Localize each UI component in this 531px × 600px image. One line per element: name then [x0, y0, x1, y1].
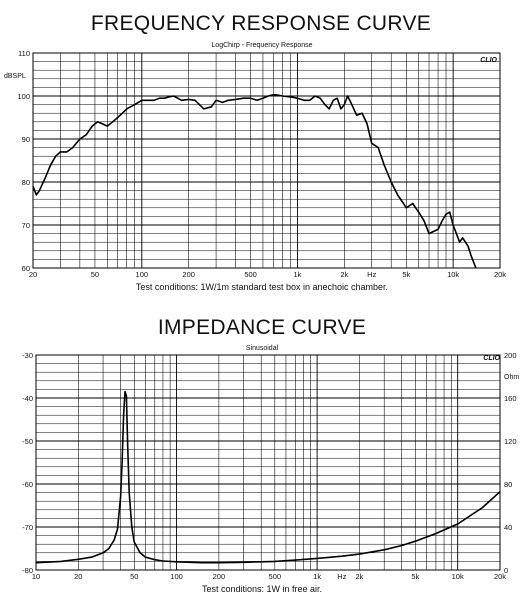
y-axis-label: dBSPL — [4, 73, 26, 80]
x-tick-label: 100 — [136, 270, 149, 279]
y-tick-label: 90 — [22, 135, 30, 144]
chart-title: FREQUENCY RESPONSE CURVE — [91, 12, 431, 35]
series-group — [35, 390, 501, 564]
x-tick-label: 1k — [294, 270, 302, 279]
plot-grid — [33, 53, 500, 268]
test-conditions-caption: Test conditions: 1W/1m standard test box… — [136, 282, 388, 292]
y-tick-label: -30 — [22, 351, 33, 360]
data-series-line — [35, 390, 501, 564]
plot-frame — [32, 52, 501, 269]
y-right-tick-label: 160 — [504, 394, 517, 403]
axis-ticks: 20 50 100 200 500 1k 2k Hz 5k 10k 20k 60 70 80 90 100 11… — [17, 49, 506, 279]
x-tick-label: 500 — [244, 270, 257, 279]
y-tick-label: -50 — [22, 437, 33, 446]
clio-brand-mark: CLIO — [480, 57, 497, 64]
y-tick-label: -40 — [22, 394, 33, 403]
x-tick-label: 2k — [340, 270, 348, 279]
x-tick-label: Hz — [367, 270, 376, 279]
y-tick-label: -70 — [22, 523, 33, 532]
x-tick-label: 20 — [29, 270, 37, 279]
y-tick-label: 110 — [18, 49, 30, 58]
data-series-line — [32, 93, 477, 269]
x-tick-label: 50 — [130, 572, 138, 581]
y-right-tick-label: 40 — [504, 523, 512, 532]
y-tick-label: 80 — [22, 178, 30, 187]
x-tick-label: 10k — [452, 572, 464, 581]
chart-title: IMPEDANCE CURVE — [158, 316, 366, 339]
axis-ticks: 10 20 50 100 200 500 1k Hz 2k 5k 10k 20k -30 -40 -50 -6… — [22, 351, 516, 581]
plot-frame — [35, 354, 501, 571]
x-tick-label: 10k — [447, 270, 459, 279]
x-tick-label: 20k — [494, 572, 506, 581]
y-right-tick-label: 80 — [504, 480, 512, 489]
x-tick-label: 5k — [402, 270, 410, 279]
x-tick-label: 5k — [411, 572, 419, 581]
y-tick-label: 100 — [17, 92, 30, 101]
y-tick-label: -80 — [22, 566, 33, 575]
x-tick-label: 2k — [355, 572, 363, 581]
x-tick-label: 50 — [91, 270, 99, 279]
series-group — [32, 93, 477, 269]
y-tick-label: 70 — [22, 221, 30, 230]
x-tick-label: 200 — [213, 572, 226, 581]
y-right-tick-label: 120 — [504, 437, 517, 446]
y-tick-label: -60 — [22, 480, 33, 489]
plot-grid — [36, 355, 500, 570]
x-tick-label: 1k — [313, 572, 321, 581]
y-tick-label: 60 — [22, 264, 30, 273]
x-tick-label: 20k — [494, 270, 506, 279]
clio-brand-mark: CLIO — [483, 355, 500, 362]
test-conditions-caption: Test conditions: 1W in free air. — [202, 584, 322, 594]
frequency-response-chart: FREQUENCY RESPONSE CURVE LogChirp - Freq… — [4, 12, 506, 292]
x-tick-label: 200 — [182, 270, 195, 279]
right-axis-unit: Ohm — [504, 374, 519, 381]
chart-subtitle: Sinusoidal — [246, 345, 279, 352]
x-tick-label: 100 — [170, 572, 183, 581]
chart-subtitle: LogChirp - Frequency Response — [211, 42, 312, 49]
impedance-chart: IMPEDANCE CURVE Sinusoidal CLIO Ohm 10 20… — [22, 316, 519, 594]
y-right-tick-label: 200 — [504, 351, 517, 360]
x-tick-label: 10 — [32, 572, 40, 581]
x-tick-label: 500 — [269, 572, 282, 581]
y-right-tick-label: 0 — [504, 566, 508, 575]
x-tick-label: 20 — [74, 572, 82, 581]
x-tick-label: Hz — [337, 572, 346, 581]
